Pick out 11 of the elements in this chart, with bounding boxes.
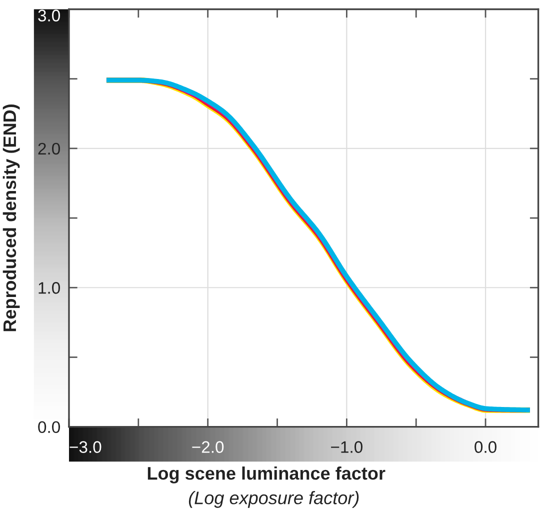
x-tick-label: −1.0 <box>331 441 362 453</box>
y-tick-label: 3.0 <box>38 10 60 22</box>
text: (Log exposure factor) <box>188 491 359 508</box>
x-tick-label: −2.0 <box>192 441 224 453</box>
y-tick-label: 0.0 <box>38 421 60 434</box>
x-tick-label: −3.0 <box>70 441 102 453</box>
y-axis-title: Reproduced density (END) <box>2 104 20 332</box>
x-tick-label: 0.0 <box>474 441 496 453</box>
x-axis-title: Log scene luminance factor <box>148 466 386 484</box>
y-tick-label: 1.0 <box>38 282 60 294</box>
y-tick-label: 2.0 <box>38 142 60 155</box>
